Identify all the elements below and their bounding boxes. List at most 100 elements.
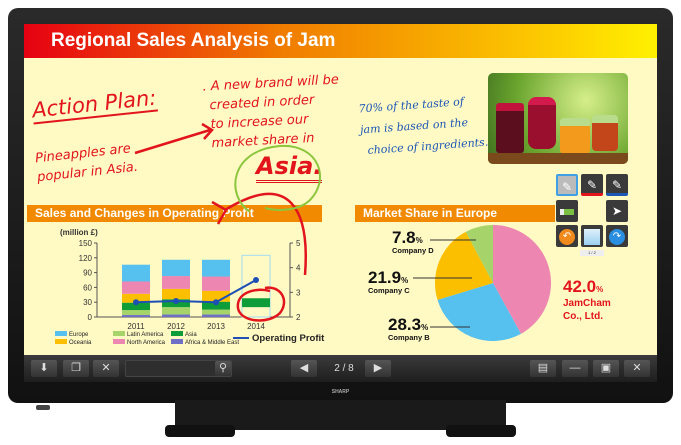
bar-segment-asia: [242, 298, 270, 308]
undo-button[interactable]: ↶: [556, 225, 578, 247]
page-touch-button[interactable]: [581, 225, 603, 247]
screen: Regional Sales Analysis of Jam Action Pl…: [24, 24, 657, 358]
stand-foot: [446, 425, 516, 437]
next-page-button[interactable]: ▶: [365, 360, 391, 377]
bar-segment-north-america: [122, 281, 150, 294]
pie-value-label: 42.0%: [563, 277, 603, 296]
legend-label: Oceania: [69, 340, 92, 346]
chevron-right-icon: ▶: [373, 362, 383, 374]
pie-slice-company-b: [437, 283, 521, 341]
search-button[interactable]: ⚲: [215, 361, 231, 376]
copy-button[interactable]: ❐: [63, 360, 89, 377]
bar-segment-north-america: [162, 276, 190, 289]
pen-black-icon: ✎: [561, 180, 573, 194]
sales-legend: Europe Oceania Latin America North America A…: [55, 331, 355, 349]
eraser-icon: [560, 208, 574, 215]
pie-name-label: Company D: [392, 246, 434, 255]
palette-page-indicator[interactable]: 1 / 2: [580, 250, 604, 256]
pen-blue-icon: ✎: [611, 178, 623, 192]
legend-swatch: [171, 339, 183, 344]
redo-button[interactable]: ↷: [606, 225, 628, 247]
bar-segment-europe: [122, 264, 150, 282]
ink-arrow-head: [211, 200, 228, 225]
display-mode-button[interactable]: ▤: [530, 360, 556, 377]
ink-arrow-right: [134, 122, 214, 155]
operating-profit-point: [173, 297, 179, 304]
legend-label: Asia: [185, 332, 197, 338]
redo-icon: ↷: [609, 228, 625, 245]
bar-segment-north-america: [202, 276, 230, 291]
restore-icon: ▣: [600, 362, 612, 374]
legend-item: Oceania: [55, 339, 91, 346]
tools-button[interactable]: ✕: [93, 360, 119, 377]
restore-button[interactable]: ▣: [593, 360, 619, 377]
market-share-chart: 42.0% JamCham Co., Ltd. 28.3%Company B 21.9%…: [368, 225, 611, 342]
eraser-tool[interactable]: [556, 200, 578, 222]
bottom-toolbar: ⬇ ❐ ✕ ⚲ ◀ 2 / 8 ▶ ▤ — ▣ ✕: [24, 355, 657, 382]
bar-segment-europe: [202, 259, 230, 277]
legend-label: Operating Profit: [252, 333, 325, 344]
prev-page-button[interactable]: ◀: [291, 360, 317, 377]
page-indicator: 2 / 8: [334, 363, 354, 374]
chevron-left-icon: ◀: [299, 362, 309, 374]
pie-value-label: 21.9%: [368, 268, 408, 287]
pen-red-icon: ✎: [586, 178, 598, 192]
bar-segment-asia: [122, 302, 150, 311]
ink-arrow-to-asia: [224, 192, 307, 276]
pin-icon: ⬇: [39, 362, 49, 374]
tools-icon: ✕: [101, 362, 111, 374]
search-icon: ⚲: [218, 362, 228, 374]
pie-slice-jamcham-co-ltd-: [493, 225, 551, 334]
jam-jars-photo: [488, 73, 628, 164]
operating-profit-point: [133, 299, 139, 306]
y2-tick-label: 3: [296, 288, 301, 297]
bar-segment-latin-america: [202, 309, 230, 315]
legend-line-swatch: [233, 337, 249, 340]
undo-icon: ↶: [559, 228, 575, 245]
bar-segment-oceania: [202, 290, 230, 302]
bar-segment-oceania: [122, 293, 150, 303]
minimize-icon: —: [569, 362, 581, 374]
y2-tick-label: 4: [296, 264, 301, 273]
minimize-button[interactable]: —: [562, 360, 588, 377]
pen-blue-tool[interactable]: ✎: [606, 174, 628, 196]
y-tick-label: 120: [79, 254, 93, 263]
close-icon: ✕: [632, 362, 642, 374]
ink-circle-2014: [236, 286, 286, 322]
legend-label: Africa & Middle East: [185, 340, 240, 346]
legend-item: Europe: [55, 331, 88, 338]
legend-item: Africa & Middle East: [171, 339, 239, 346]
x-tick-label: 2012: [167, 322, 185, 331]
operating-profit-point: [253, 277, 259, 283]
y-tick-label: 0: [88, 313, 93, 322]
bar-segment-africa-middle-east: [162, 314, 190, 317]
power-indicator[interactable]: [36, 405, 50, 410]
pie-unit: %: [416, 236, 423, 245]
pin-button[interactable]: ⬇: [31, 360, 57, 377]
legend-label: Latin America: [127, 332, 164, 338]
close-button[interactable]: ✕: [624, 360, 650, 377]
legend-label: Europe: [69, 332, 89, 338]
pie-name-label: Company B: [388, 333, 430, 342]
y-tick-label: 150: [79, 239, 93, 248]
operating-profit-line: [135, 279, 257, 304]
search-input[interactable]: [125, 360, 232, 377]
pen-black-tool[interactable]: ✎: [556, 174, 578, 196]
x-tick-label: 2011: [127, 322, 145, 331]
legend-item: North America: [113, 339, 165, 346]
legend-swatch: [113, 339, 125, 344]
copy-icon: ❐: [71, 362, 81, 374]
legend-swatch: [113, 331, 125, 336]
legend-swatch: [55, 339, 67, 344]
operating-profit-point: [213, 299, 219, 306]
y-tick-label: 30: [83, 298, 92, 307]
pie-name-label: JamCham: [563, 298, 611, 309]
bar-segment-latin-america: [162, 307, 190, 315]
pen-red-tool[interactable]: ✎: [581, 174, 603, 196]
pointer-tool[interactable]: ➤: [606, 200, 628, 222]
sales-chart: 0 30 60 90 120 150 2 3 4 5 2011 2012 2013 2014: [79, 239, 301, 331]
brand-logo: SHARP: [331, 389, 350, 395]
y2-tick-label: 5: [296, 239, 301, 248]
legend-label: North America: [127, 340, 166, 346]
